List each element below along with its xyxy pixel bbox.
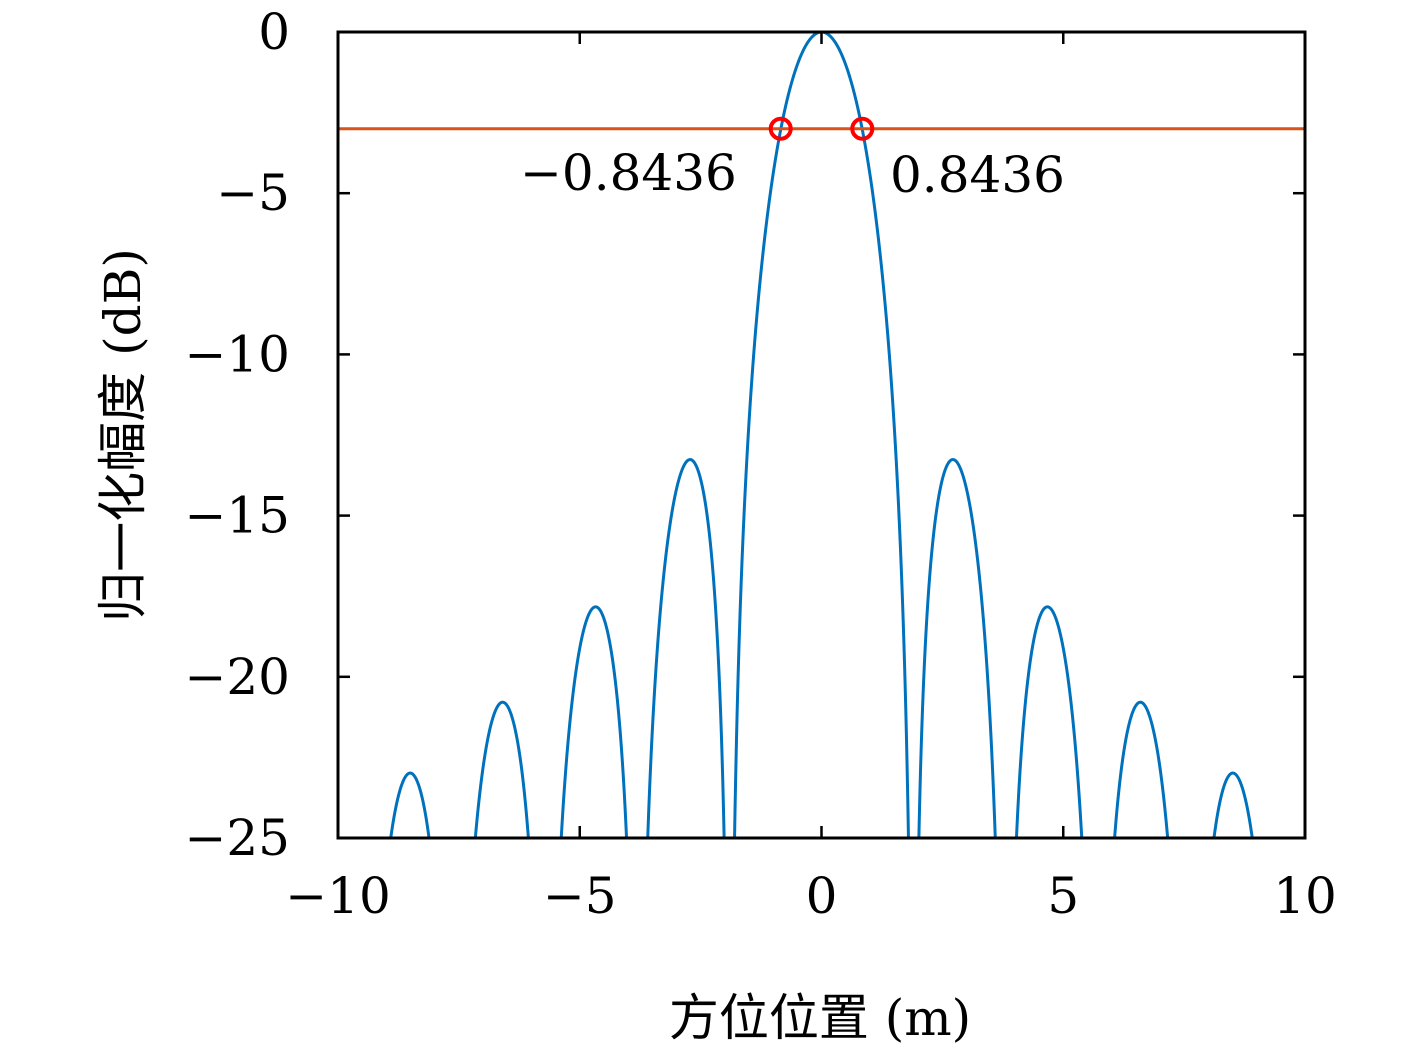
- plot-frame: [336, 30, 1307, 840]
- y-tick-label: −5: [216, 164, 290, 222]
- x-tick-label: −10: [285, 867, 391, 925]
- x-tick-label: 0: [806, 867, 838, 925]
- y-tick-label: −25: [184, 809, 290, 867]
- sinc-lobe: [1113, 700, 1170, 838]
- sinc-lobe: [389, 771, 431, 838]
- plot-curves: [338, 32, 1305, 838]
- y-axis-title: 归一化幅度 (dB): [94, 248, 152, 622]
- half-power-marker: [850, 116, 875, 141]
- sinc-lobe: [559, 605, 629, 838]
- y-tick-label: −10: [184, 325, 290, 383]
- sinc-lobe: [733, 32, 910, 837]
- sinc-lobe: [917, 458, 997, 838]
- x-tick-label: −5: [543, 867, 617, 925]
- y-tick-label: −20: [184, 648, 290, 706]
- sinc-lobe: [1014, 605, 1084, 838]
- x-axis-title: 方位位置 (m): [669, 989, 971, 1047]
- annotation-left: −0.8436: [520, 144, 737, 202]
- y-tick-label: −15: [184, 487, 290, 545]
- y-tick-label: 0: [258, 3, 290, 61]
- axis-ticks: −10 −5 0 5 10 0 −5 −10 −15 −20 −25: [184, 3, 1336, 925]
- sinc-lobe: [646, 458, 726, 838]
- sinc-lobe: [473, 700, 530, 838]
- x-tick-label: 5: [1047, 867, 1079, 925]
- marker-group: [768, 116, 875, 141]
- x-tick-label: 10: [1273, 867, 1337, 925]
- sinc-lobe: [1212, 771, 1254, 838]
- half-power-marker: [768, 116, 793, 141]
- annotation-right: 0.8436: [890, 146, 1065, 204]
